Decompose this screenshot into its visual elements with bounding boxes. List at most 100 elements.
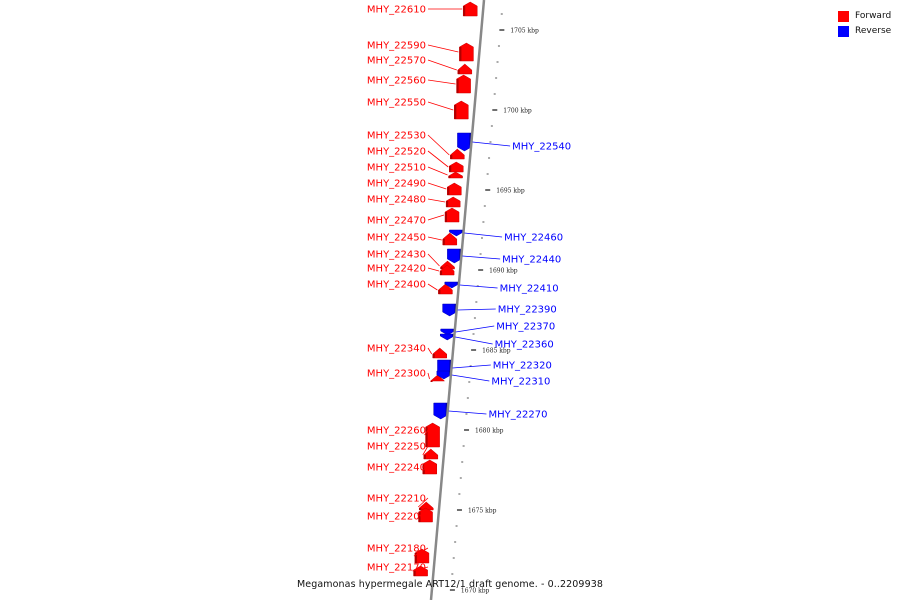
forward-gene-arrow bbox=[462, 1, 478, 17]
label-connector bbox=[457, 308, 496, 311]
label-connector bbox=[417, 514, 429, 517]
forward-gene-arrow bbox=[459, 42, 474, 62]
tick-label: 1700 kbp bbox=[503, 108, 532, 115]
label-connector bbox=[427, 372, 430, 380]
forward-gene-label: MHY_22570 bbox=[367, 56, 426, 67]
forward-gene-label: MHY_22210 bbox=[367, 494, 426, 505]
label-connector bbox=[427, 236, 442, 241]
forward-gene-shade bbox=[449, 166, 452, 172]
forward-gene-arrow bbox=[429, 374, 446, 382]
reverse-gene-label: MHY_22310 bbox=[491, 377, 550, 388]
forward-gene-arrow bbox=[445, 196, 461, 208]
label-connector bbox=[427, 134, 450, 156]
label-connector bbox=[427, 150, 449, 168]
tick-label: 1670 kbp bbox=[461, 588, 490, 595]
forward-gene-shade bbox=[423, 455, 426, 459]
forward-gene-shade bbox=[448, 176, 451, 178]
minor-ticks bbox=[451, 13, 503, 575]
reverse-features bbox=[433, 132, 472, 420]
tick-label: 1675 kbp bbox=[468, 508, 497, 515]
reverse-gene-arrow bbox=[440, 328, 455, 336]
forward-gene-shade bbox=[463, 6, 466, 16]
reverse-gene-arrow bbox=[439, 333, 455, 341]
reverse-swatch bbox=[838, 25, 849, 37]
forward-gene-shade bbox=[446, 201, 449, 207]
reverse-gene-arrow bbox=[447, 248, 462, 264]
forward-gene-shade bbox=[418, 512, 421, 522]
reverse-gene-label: MHY_22540 bbox=[512, 142, 571, 153]
forward-gene-shade bbox=[457, 70, 460, 74]
label-connector bbox=[452, 364, 491, 369]
label-connector bbox=[427, 101, 454, 111]
reverse-gene-arrow bbox=[449, 229, 464, 237]
tick-label: 1685 kbp bbox=[482, 348, 511, 355]
label-connector bbox=[422, 445, 429, 456]
forward-gene-arrow bbox=[449, 161, 464, 173]
forward-gene-label: MHY_22550 bbox=[367, 98, 426, 109]
forward-gene-shade bbox=[454, 105, 457, 119]
forward-gene-shade bbox=[459, 47, 462, 61]
legend-label-reverse: Reverse bbox=[855, 26, 892, 36]
forward-gene-label: MHY_22240 bbox=[367, 463, 426, 474]
forward-gene-shade bbox=[447, 187, 450, 195]
label-connector bbox=[427, 214, 445, 221]
forward-gene-label: MHY_22610 bbox=[367, 5, 426, 16]
reverse-gene-label: MHY_22440 bbox=[502, 255, 561, 266]
label-connector bbox=[462, 255, 501, 260]
forward-gene-arrow bbox=[425, 422, 440, 448]
forward-gene-shade bbox=[422, 464, 425, 474]
legend-label-forward: Forward bbox=[855, 11, 892, 21]
label-connector bbox=[427, 44, 459, 53]
tick-label: 1695 kbp bbox=[496, 188, 525, 195]
reverse-gene-arrow bbox=[436, 370, 452, 380]
map-caption: Megamonas hypermegale ART12/1 draft geno… bbox=[296, 579, 603, 590]
label-connector bbox=[413, 547, 429, 557]
forward-gene-shade bbox=[438, 290, 441, 294]
label-connector bbox=[455, 336, 493, 345]
forward-gene-label: MHY_22180 bbox=[367, 544, 426, 555]
reverse-gene-arrow bbox=[444, 281, 460, 289]
genome-backbone bbox=[429, 0, 486, 600]
forward-swatch bbox=[838, 10, 849, 22]
label-connector bbox=[459, 284, 498, 289]
forward-gene-label: MHY_22340 bbox=[367, 344, 426, 355]
forward-gene-label: MHY_22170 bbox=[367, 563, 426, 574]
reverse-gene-label: MHY_22370 bbox=[496, 322, 555, 333]
forward-gene-label: MHY_22300 bbox=[367, 369, 426, 380]
forward-features bbox=[413, 1, 478, 577]
forward-gene-shade bbox=[442, 239, 445, 245]
label-connector bbox=[427, 166, 448, 176]
label-connector bbox=[427, 253, 440, 267]
forward-gene-label: MHY_22400 bbox=[367, 280, 426, 291]
forward-gene-label: MHY_22200 bbox=[367, 512, 426, 523]
forward-gene-label: MHY_22510 bbox=[367, 163, 426, 174]
reverse-gene-label: MHY_22360 bbox=[495, 340, 554, 351]
forward-gene-shade bbox=[440, 267, 443, 269]
forward-gene-shade bbox=[456, 79, 459, 93]
gene-labels: MHY_22610 MHY_22590 MHY_22570 MHY_22560 MHY_… bbox=[367, 5, 571, 574]
forward-gene-label: MHY_22450 bbox=[367, 233, 426, 244]
forward-gene-shade bbox=[432, 354, 435, 358]
label-connector bbox=[448, 410, 487, 415]
reverse-gene-label: MHY_22320 bbox=[493, 361, 552, 372]
forward-gene-shade bbox=[440, 271, 443, 275]
reverse-gene-label: MHY_22270 bbox=[488, 410, 547, 421]
forward-gene-arrow bbox=[456, 74, 471, 94]
label-connector bbox=[464, 232, 503, 238]
forward-gene-shade bbox=[430, 381, 433, 382]
forward-gene-shade bbox=[450, 155, 453, 159]
label-connector bbox=[417, 497, 429, 508]
label-connector bbox=[427, 283, 438, 291]
forward-gene-label: MHY_22560 bbox=[367, 76, 426, 87]
tick-label: 1680 kbp bbox=[475, 428, 504, 435]
reverse-gene-arrow bbox=[433, 402, 448, 420]
forward-gene-arrow bbox=[432, 347, 447, 359]
tick-label: 1690 kbp bbox=[489, 268, 518, 275]
forward-gene-shade bbox=[445, 212, 448, 222]
legend: Forward Reverse bbox=[838, 9, 891, 39]
label-connector bbox=[451, 374, 490, 382]
label-connector bbox=[455, 325, 495, 333]
label-connector bbox=[412, 566, 429, 572]
forward-gene-arrow bbox=[447, 182, 462, 196]
